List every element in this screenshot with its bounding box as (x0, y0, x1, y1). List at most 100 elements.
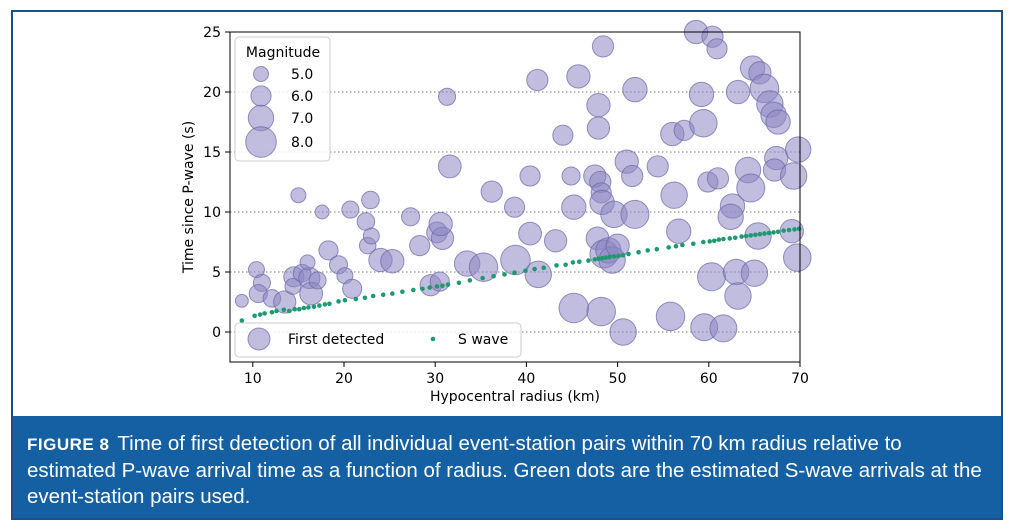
swave-dot (512, 270, 517, 275)
swave-dot (467, 278, 473, 283)
swave-dot (427, 285, 433, 290)
swave-dot (743, 233, 749, 239)
swave-dot (645, 248, 650, 253)
swave-dot (370, 293, 376, 299)
detection-bubble (362, 227, 380, 245)
magnitude-legend-label: 6.0 (291, 89, 313, 105)
magnitude-legend-label: 8.0 (291, 135, 313, 151)
y-tick-label: 10 (203, 205, 221, 221)
detection-bubble (380, 249, 405, 274)
series-legend: First detected S wave (234, 322, 522, 358)
series-legend-box (234, 322, 522, 358)
swave-dot (532, 266, 537, 272)
swave-dot (281, 307, 287, 313)
detection-bubble (341, 200, 360, 219)
x-tick-label: 10 (244, 371, 262, 387)
swave-dot (570, 260, 576, 265)
swave-dot (626, 251, 631, 257)
detection-bubble (566, 64, 591, 89)
swave-dot (753, 232, 758, 238)
caption-text: Time of first detection of all individua… (27, 432, 982, 508)
swave-dot (297, 306, 302, 312)
magnitude-legend-title: Magnitude (246, 45, 320, 61)
detection-bubble (552, 124, 574, 146)
detection-bubble (586, 116, 611, 140)
swave-dot (727, 236, 733, 241)
x-tick-label: 30 (426, 371, 444, 387)
x-tick-label: 20 (335, 371, 353, 387)
detection-bubble (308, 271, 327, 290)
swave-dot (269, 309, 275, 315)
swave-dot (762, 231, 767, 236)
detection-bubble (299, 254, 316, 271)
series-legend-marker (247, 327, 271, 351)
detection-bubble (666, 218, 692, 244)
swave-dot (616, 253, 621, 259)
y-tick-label: 25 (203, 25, 221, 41)
swave-dot (380, 292, 386, 298)
swave-dot (654, 246, 660, 252)
swave-dot (390, 291, 395, 296)
detection-bubble (519, 165, 541, 187)
swave-dot (607, 254, 612, 260)
swave-dot (576, 259, 582, 265)
detection-bubble (409, 235, 431, 257)
magnitude-legend-marker (250, 85, 272, 107)
detection-bubble (725, 79, 751, 105)
detection-bubble (660, 181, 688, 209)
detection-bubble (500, 244, 531, 276)
swave-dot (336, 299, 341, 304)
scatter-chart: 0 5 10 15 20 25 10 20 30 40 50 60 70 Hypocentral rad… (181, 19, 812, 405)
swave-dot (262, 311, 267, 316)
swave-dot (239, 318, 245, 323)
x-axis-label: Hypocentral radius (km) (430, 389, 600, 405)
swave-dot (690, 241, 696, 247)
magnitude-legend-label: 5.0 (291, 67, 313, 83)
swave-dot (721, 236, 726, 242)
swave-dot (636, 249, 641, 255)
swave-dot (732, 235, 738, 241)
magnitude-legend-marker (245, 126, 277, 158)
swave-dot (563, 262, 568, 268)
swave-dot (739, 234, 744, 239)
swave-dot (292, 306, 298, 312)
swave-dot (400, 289, 405, 295)
y-tick-label: 15 (203, 145, 221, 161)
swave-dot (353, 296, 359, 302)
figure-frame: 0 5 10 15 20 25 10 20 30 40 50 60 70 Hypocentral rad… (11, 10, 1003, 520)
detection-bubble (468, 252, 499, 282)
swave-dot (766, 230, 772, 236)
detection-bubble (736, 173, 766, 203)
detection-bubble (290, 187, 307, 204)
swave-dot (796, 226, 802, 232)
detection-bubble (428, 211, 453, 237)
swave-dot (592, 257, 598, 262)
x-tick-label: 40 (517, 371, 535, 387)
swave-dot (411, 287, 416, 293)
swave-dot (274, 308, 279, 314)
detection-bubble (429, 271, 450, 292)
series-legend-label: First detected (288, 332, 384, 348)
detection-bubble (234, 293, 249, 308)
detection-bubble (740, 259, 769, 287)
swave-dot (311, 304, 317, 310)
magnitude-legend-marker (253, 66, 269, 82)
detection-bubble (621, 164, 644, 188)
swave-dot (711, 238, 717, 244)
detection-bubble (284, 277, 302, 295)
detection-bubble (518, 221, 542, 246)
swave-dot (456, 280, 462, 286)
detection-bubble (480, 180, 503, 203)
detection-bubble (784, 136, 812, 163)
swave-dot (586, 258, 591, 263)
figure-caption: FIGURE 8 Time of first detection of all i… (13, 416, 1001, 518)
swave-dot (786, 227, 792, 233)
bubble-series (234, 19, 812, 346)
swave-dot (554, 263, 559, 268)
swave-dot (599, 255, 605, 261)
y-tick-label: 0 (212, 325, 221, 341)
detection-bubble (318, 240, 339, 261)
detection-bubble (609, 318, 637, 346)
detection-bubble (622, 76, 648, 103)
detection-bubble (526, 68, 549, 92)
